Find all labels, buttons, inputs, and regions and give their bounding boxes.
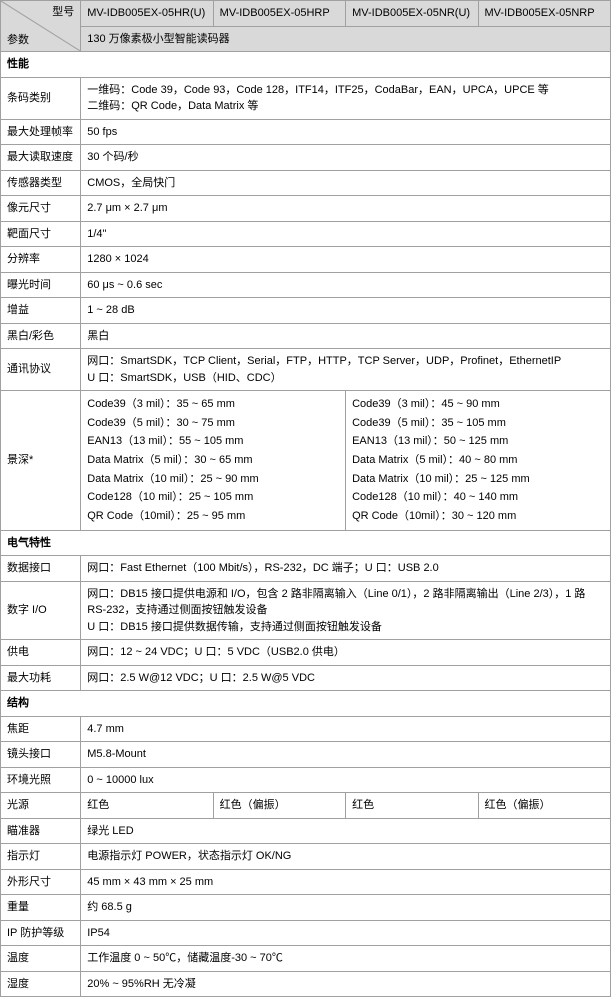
io-label: 数字 I/O	[1, 581, 81, 640]
depth-line: EAN13（13 mil）：50 ~ 125 mm	[352, 432, 604, 451]
mount-val: M5.8-Mount	[81, 742, 611, 768]
temp-label: 温度	[1, 946, 81, 972]
res-val: 1280 × 1024	[81, 247, 611, 273]
depth-line: QR Code（10mil）：30 ~ 120 mm	[352, 507, 604, 526]
power-val: 网口：12 ~ 24 VDC；U 口：5 VDC（USB2.0 供电）	[81, 640, 611, 666]
mono-val: 黑白	[81, 323, 611, 349]
depth-line: Code39（5 mil）：35 ~ 105 mm	[352, 414, 604, 433]
model-desc: 130 万像素极小型智能读码器	[81, 26, 611, 52]
res-label: 分辨率	[1, 247, 81, 273]
data-if-val: 网口：Fast Ethernet（100 Mbit/s），RS-232，DC 端…	[81, 556, 611, 582]
exp-val: 60 μs ~ 0.6 sec	[81, 272, 611, 298]
depth-label: 景深*	[1, 391, 81, 531]
ip-label: IP 防护等级	[1, 920, 81, 946]
target-label: 靶面尺寸	[1, 221, 81, 247]
hum-label: 湿度	[1, 971, 81, 997]
model-1: MV-IDB005EX-05HRP	[213, 1, 345, 27]
light-val-2: 红色	[346, 793, 478, 819]
dim-label: 外形尺寸	[1, 869, 81, 895]
gain-label: 增益	[1, 298, 81, 324]
lux-val: 0 ~ 10000 lux	[81, 767, 611, 793]
light-val-3: 红色（偏振）	[478, 793, 610, 819]
depth-right: Code39（3 mil）：45 ~ 90 mmCode39（5 mil）：35…	[346, 391, 611, 531]
gain-val: 1 ~ 28 dB	[81, 298, 611, 324]
exp-label: 曝光时间	[1, 272, 81, 298]
pixel-val: 2.7 μm × 2.7 μm	[81, 196, 611, 222]
temp-val: 工作温度 0 ~ 50℃，储藏温度-30 ~ 70℃	[81, 946, 611, 972]
weight-label: 重量	[1, 895, 81, 921]
header-diag-cell: 型号 参数	[1, 1, 81, 52]
section-performance: 性能	[1, 52, 611, 78]
led-label: 指示灯	[1, 844, 81, 870]
target-val: 1/4"	[81, 221, 611, 247]
section-electrical: 电气特性	[1, 530, 611, 556]
focal-label: 焦距	[1, 716, 81, 742]
proto-val: 网口：SmartSDK，TCP Client，Serial，FTP，HTTP，T…	[81, 349, 611, 391]
hum-val: 20% ~ 95%RH 无冷凝	[81, 971, 611, 997]
pixel-label: 像元尺寸	[1, 196, 81, 222]
depth-left: Code39（3 mil）：35 ~ 65 mmCode39（5 mil）：30…	[81, 391, 346, 531]
power-label: 供电	[1, 640, 81, 666]
depth-line: Code39（5 mil）：30 ~ 75 mm	[87, 414, 339, 433]
fps-val: 50 fps	[81, 119, 611, 145]
aim-label: 瞄准器	[1, 818, 81, 844]
io-val: 网口：DB15 接口提供电源和 I/O，包含 2 路非隔离输入（Line 0/1…	[81, 581, 611, 640]
aim-val: 绿光 LED	[81, 818, 611, 844]
led-val: 电源指示灯 POWER，状态指示灯 OK/NG	[81, 844, 611, 870]
mono-label: 黑白/彩色	[1, 323, 81, 349]
lux-label: 环境光照	[1, 767, 81, 793]
depth-line: Code128（10 mil）：40 ~ 140 mm	[352, 488, 604, 507]
focal-val: 4.7 mm	[81, 716, 611, 742]
barcode-type-label: 条码类别	[1, 77, 81, 119]
depth-line: Code128（10 mil）：25 ~ 105 mm	[87, 488, 339, 507]
weight-val: 约 68.5 g	[81, 895, 611, 921]
depth-line: Data Matrix（5 mil）：30 ~ 65 mm	[87, 451, 339, 470]
fps-label: 最大处理帧率	[1, 119, 81, 145]
data-if-label: 数据接口	[1, 556, 81, 582]
model-2: MV-IDB005EX-05NR(U)	[346, 1, 478, 27]
depth-line: Data Matrix（10 mil）：25 ~ 90 mm	[87, 470, 339, 489]
light-val-1: 红色（偏振）	[213, 793, 345, 819]
barcode-type-val: 一维码：Code 39，Code 93，Code 128，ITF14，ITF25…	[81, 77, 611, 119]
spec-table: 型号 参数 MV-IDB005EX-05HR(U) MV-IDB005EX-05…	[0, 0, 611, 997]
ip-val: IP54	[81, 920, 611, 946]
section-structure: 结构	[1, 691, 611, 717]
dim-val: 45 mm × 43 mm × 25 mm	[81, 869, 611, 895]
depth-line: QR Code（10mil）：25 ~ 95 mm	[87, 507, 339, 526]
param-axis-label: 参数	[7, 32, 29, 49]
depth-line: Code39（3 mil）：45 ~ 90 mm	[352, 395, 604, 414]
depth-line: Data Matrix（10 mil）：25 ~ 125 mm	[352, 470, 604, 489]
maxp-label: 最大功耗	[1, 665, 81, 691]
light-label: 光源	[1, 793, 81, 819]
maxp-val: 网口：2.5 W@12 VDC；U 口：2.5 W@5 VDC	[81, 665, 611, 691]
depth-line: Data Matrix（5 mil）：40 ~ 80 mm	[352, 451, 604, 470]
model-axis-label: 型号	[52, 4, 74, 21]
read-label: 最大读取速度	[1, 145, 81, 171]
depth-line: EAN13（13 mil）：55 ~ 105 mm	[87, 432, 339, 451]
depth-line: Code39（3 mil）：35 ~ 65 mm	[87, 395, 339, 414]
sensor-label: 传感器类型	[1, 170, 81, 196]
light-val-0: 红色	[81, 793, 213, 819]
read-val: 30 个码/秒	[81, 145, 611, 171]
model-0: MV-IDB005EX-05HR(U)	[81, 1, 213, 27]
proto-label: 通讯协议	[1, 349, 81, 391]
mount-label: 镜头接口	[1, 742, 81, 768]
sensor-val: CMOS，全局快门	[81, 170, 611, 196]
model-3: MV-IDB005EX-05NRP	[478, 1, 610, 27]
